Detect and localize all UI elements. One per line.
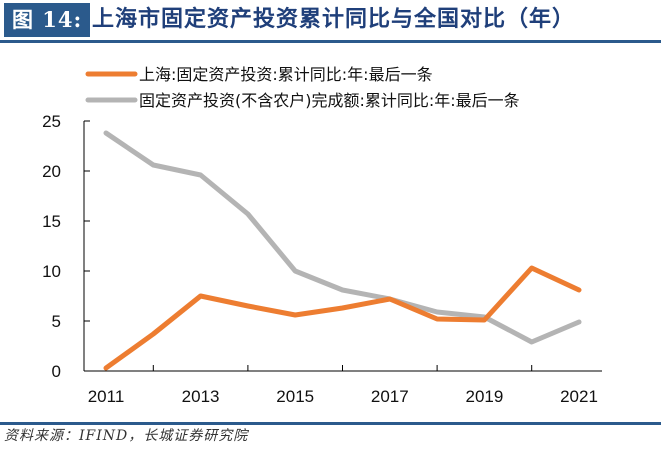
figure-title: 上海市固定资产投资累计同比与全国对比（年） [92,7,576,32]
y-tick-label: 15 [42,212,61,231]
y-tick-label: 25 [42,112,61,131]
x-tick-label: 2019 [465,387,503,406]
legend-label-national: 固定资产投资(不含农户)完成额:累计同比:年:最后一条 [139,91,520,110]
x-tick-label: 2021 [560,387,598,406]
series-line-shanghai [103,265,582,371]
series-group [103,130,582,371]
bottom-rule [0,422,661,425]
top-rule [0,40,661,43]
x-tick-label: 2013 [182,387,220,406]
x-tick-label: 2017 [371,387,409,406]
figure-label: 图 14: [4,3,91,37]
series-line-national [103,130,582,345]
y-tick-label: 0 [52,362,61,381]
y-tick-label: 20 [42,162,61,181]
y-tick-label: 10 [42,262,61,281]
legend: 上海:固定资产投资:累计同比:年:最后一条固定资产投资(不含农户)完成额:累计同… [85,65,520,110]
legend-label-shanghai: 上海:固定资产投资:累计同比:年:最后一条 [139,65,433,84]
figure-header: 图 14: 上海市固定资产投资累计同比与全国对比（年） [0,0,661,42]
source-note: 资料来源：IFIND，长城证券研究院 [4,428,249,444]
axes: 0 5 10 15 20 25 2011 2013 2015 2017 2019 2021 [42,112,602,406]
x-tick-label: 2015 [276,387,314,406]
x-tick-label: 2011 [88,387,125,406]
y-tick-label: 5 [52,312,61,331]
